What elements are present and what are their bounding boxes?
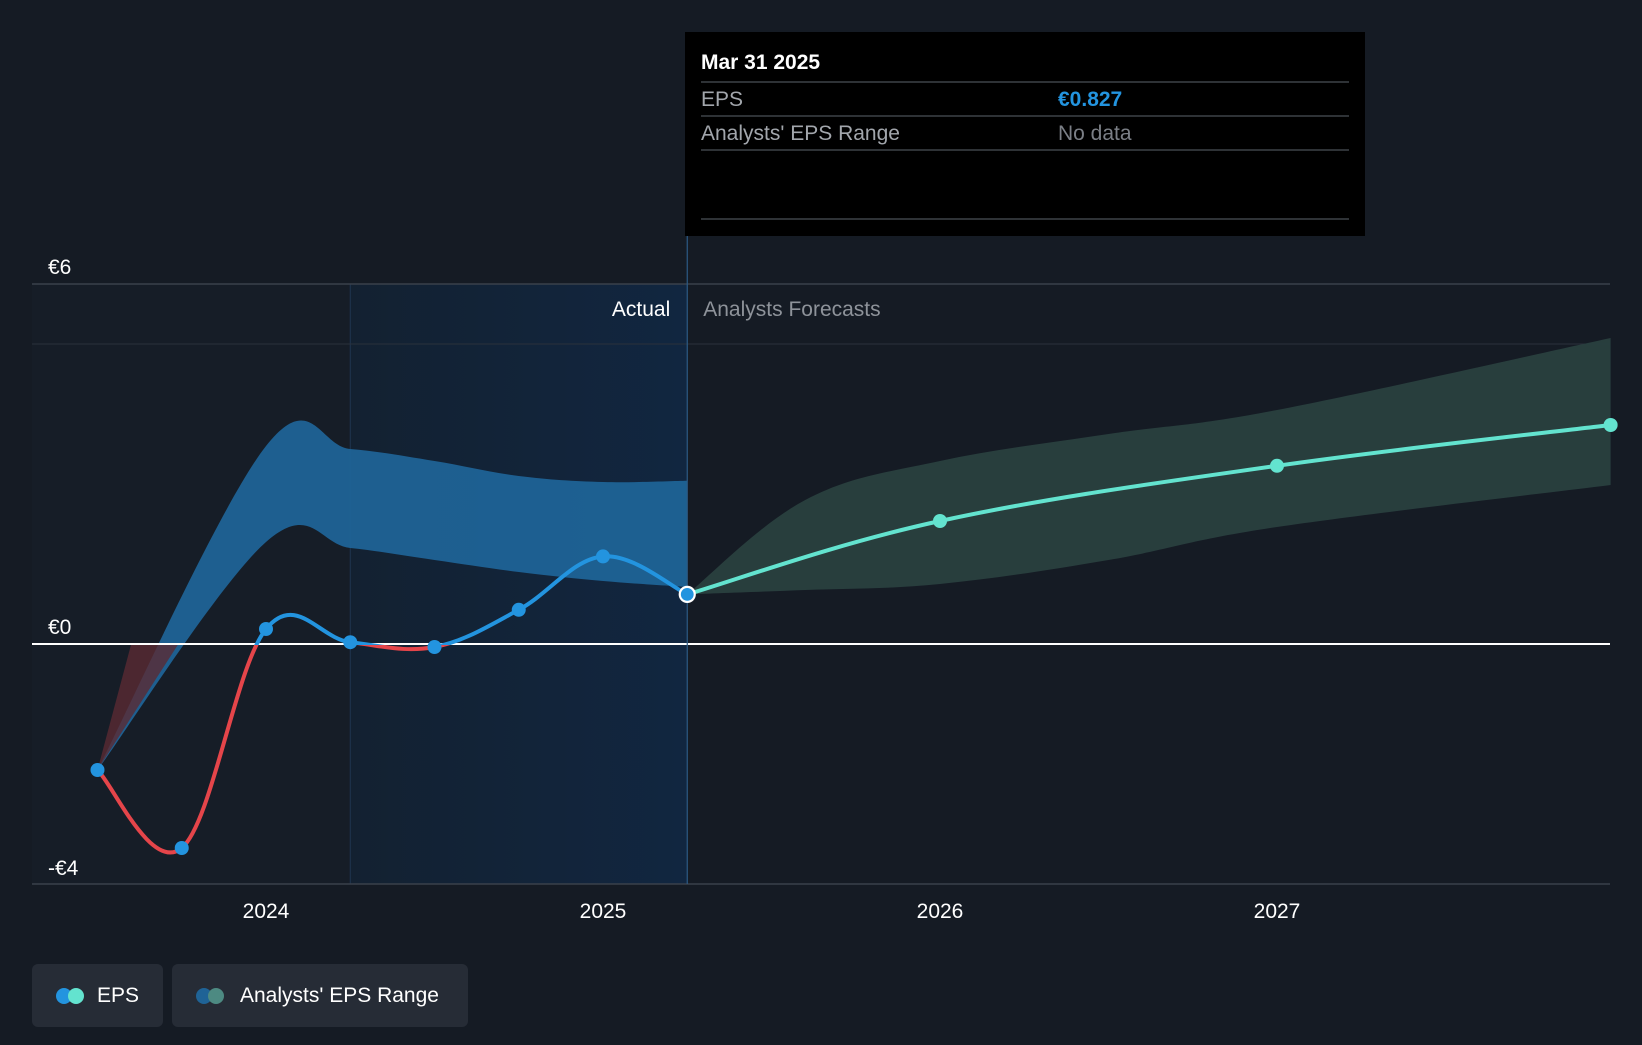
tooltip-eps-value: €0.827	[1058, 88, 1122, 111]
eps-point-forecast	[1603, 418, 1618, 432]
tooltip-row-label: Analysts' EPS Range	[701, 122, 900, 145]
actual-highlight-region	[350, 284, 688, 884]
eps-point-actual	[343, 635, 358, 650]
section-label-forecast: Analysts Forecasts	[703, 298, 880, 321]
section-label-actual: Actual	[612, 298, 670, 321]
eps-point-actual	[174, 841, 189, 855]
eps-line-forecast	[685, 423, 1613, 597]
eps-range-band-actual	[97, 420, 688, 770]
tooltip-row-label: EPS	[701, 88, 743, 111]
eps-point-actual	[596, 549, 610, 564]
eps-range-band-forecast	[687, 338, 1611, 595]
eps-point-actual	[259, 622, 273, 636]
y-tick-label: €6	[48, 256, 71, 279]
legend-label-eps-range: Analysts' EPS Range	[240, 983, 439, 1007]
y-tick-label: -€4	[48, 857, 79, 880]
eps-point-forecast	[1270, 458, 1284, 473]
eps-point-forecast	[933, 514, 947, 528]
x-tick-label: 2027	[1254, 900, 1301, 923]
tooltip-range-value: No data	[1058, 122, 1132, 145]
tooltip-panel	[685, 32, 1365, 236]
x-tick-label: 2024	[243, 900, 290, 923]
legend-item-eps-range[interactable]: Analysts' EPS Range	[172, 964, 468, 1027]
legend-item-eps[interactable]: EPS	[32, 964, 163, 1027]
legend-label-eps: EPS	[96, 983, 139, 1007]
eps-point-actual	[427, 640, 442, 654]
tooltip-date: Mar 31 2025	[701, 51, 820, 74]
eps-point-actual	[511, 602, 526, 617]
eps-point-actual	[90, 763, 105, 777]
eps-range-band-negative-tint	[97, 644, 179, 770]
x-tick-label: 2025	[580, 900, 627, 923]
eps-point-selected	[678, 585, 696, 603]
eps-legend-icon	[56, 987, 84, 1004]
eps-range-legend-icon	[196, 987, 226, 1004]
y-tick-label: €0	[48, 616, 71, 639]
x-tick-label: 2026	[917, 900, 964, 923]
